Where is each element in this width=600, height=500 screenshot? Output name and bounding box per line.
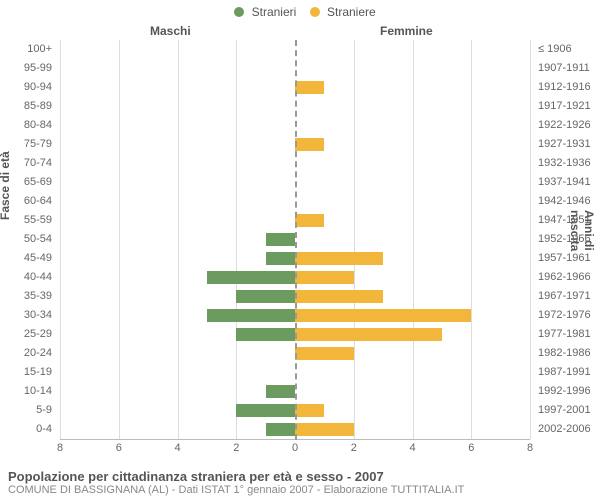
birth-year-label: 1947-1951 [538, 211, 600, 230]
birth-year-label: 1952-1956 [538, 230, 600, 249]
birth-year-label: 1922-1926 [538, 116, 600, 135]
age-label: 40-44 [0, 268, 52, 287]
age-label: 50-54 [0, 230, 52, 249]
bar-male [266, 385, 295, 398]
legend: Stranieri Straniere [0, 4, 600, 19]
x-tick-label: 8 [57, 442, 63, 454]
x-tick-label: 2 [351, 442, 357, 454]
birth-year-label: 1932-1936 [538, 154, 600, 173]
birth-year-label: 1987-1991 [538, 363, 600, 382]
birth-year-label: 1937-1941 [538, 173, 600, 192]
birth-year-label: 1997-2001 [538, 401, 600, 420]
birth-year-label: 1967-1971 [538, 287, 600, 306]
bar-female [295, 347, 354, 360]
birth-year-label: 1957-1961 [538, 249, 600, 268]
bar-female [295, 252, 383, 265]
age-label: 80-84 [0, 116, 52, 135]
age-label: 35-39 [0, 287, 52, 306]
bar-female [295, 423, 354, 436]
footer-title: Popolazione per cittadinanza straniera p… [8, 469, 592, 484]
bar-female [295, 81, 324, 94]
bar-male [266, 252, 295, 265]
age-label: 55-59 [0, 211, 52, 230]
age-label: 90-94 [0, 78, 52, 97]
birth-year-label: 1982-1986 [538, 344, 600, 363]
age-label: 10-14 [0, 382, 52, 401]
age-label: 0-4 [0, 420, 52, 439]
bar-male [207, 309, 295, 322]
gridline [530, 40, 531, 439]
age-label: 95-99 [0, 59, 52, 78]
x-tick-label: 2 [233, 442, 239, 454]
footer-subtitle: COMUNE DI BASSIGNANA (AL) - Dati ISTAT 1… [8, 484, 592, 496]
bar-female [295, 214, 324, 227]
birth-year-label: 1927-1931 [538, 135, 600, 154]
birth-year-label: 1992-1996 [538, 382, 600, 401]
chart-area: 100+≤ 190695-991907-191190-941912-191685… [60, 40, 530, 440]
age-label: 70-74 [0, 154, 52, 173]
birth-year-label: 1912-1916 [538, 78, 600, 97]
age-label: 65-69 [0, 173, 52, 192]
bar-male [266, 423, 295, 436]
age-label: 15-19 [0, 363, 52, 382]
x-tick-label: 0 [292, 442, 298, 454]
baseline [295, 40, 297, 440]
bar-male [236, 404, 295, 417]
bar-male [236, 290, 295, 303]
age-label: 5-9 [0, 401, 52, 420]
pyramid-chart: Stranieri Straniere Maschi Femmine Fasce… [0, 0, 600, 500]
x-tick-label: 6 [468, 442, 474, 454]
legend-label-female: Straniere [327, 5, 376, 19]
age-label: 100+ [0, 40, 52, 59]
birth-year-label: 1917-1921 [538, 97, 600, 116]
birth-year-label: 1942-1946 [538, 192, 600, 211]
bar-female [295, 138, 324, 151]
birth-year-label: 1962-1966 [538, 268, 600, 287]
age-label: 30-34 [0, 306, 52, 325]
bar-female [295, 290, 383, 303]
bar-male [266, 233, 295, 246]
bar-male [236, 328, 295, 341]
x-tick-label: 4 [409, 442, 415, 454]
birth-year-label: 1972-1976 [538, 306, 600, 325]
age-label: 85-89 [0, 97, 52, 116]
legend-dot-female [310, 7, 320, 17]
top-label-male: Maschi [150, 24, 191, 38]
age-label: 25-29 [0, 325, 52, 344]
x-tick-label: 4 [174, 442, 180, 454]
age-label: 60-64 [0, 192, 52, 211]
bar-female [295, 404, 324, 417]
birth-year-label: 2002-2006 [538, 420, 600, 439]
x-tick-label: 8 [527, 442, 533, 454]
bar-female [295, 271, 354, 284]
age-label: 45-49 [0, 249, 52, 268]
bar-male [207, 271, 295, 284]
legend-label-male: Stranieri [252, 5, 297, 19]
birth-year-label: ≤ 1906 [538, 40, 600, 59]
footer: Popolazione per cittadinanza straniera p… [8, 469, 592, 496]
birth-year-label: 1907-1911 [538, 59, 600, 78]
bar-female [295, 328, 442, 341]
birth-year-label: 1977-1981 [538, 325, 600, 344]
top-label-female: Femmine [380, 24, 433, 38]
age-label: 75-79 [0, 135, 52, 154]
legend-dot-male [234, 7, 244, 17]
age-label: 20-24 [0, 344, 52, 363]
x-tick-label: 6 [116, 442, 122, 454]
bar-female [295, 309, 471, 322]
